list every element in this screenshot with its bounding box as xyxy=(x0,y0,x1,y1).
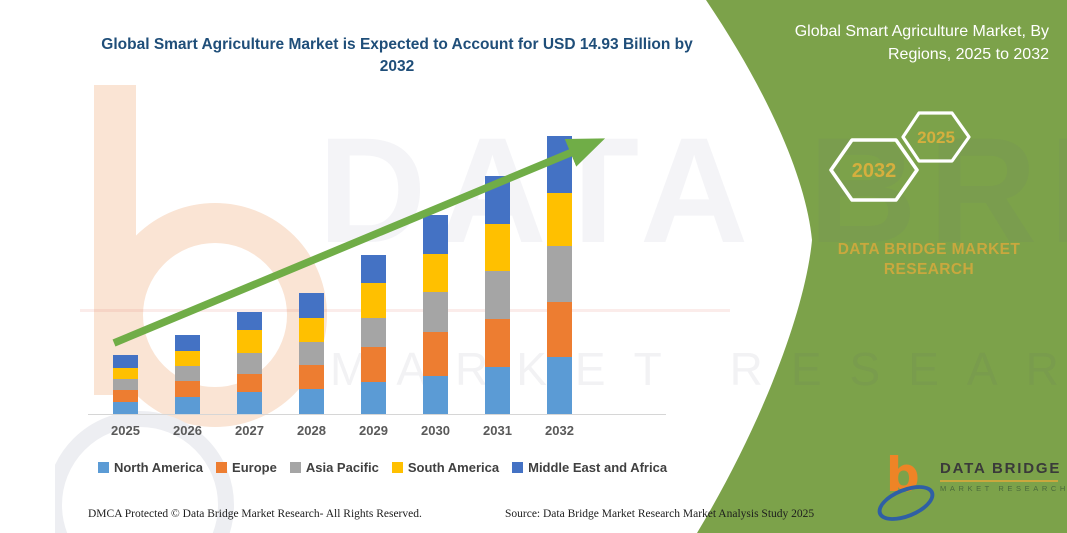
bar-segment-2028-north-america xyxy=(299,389,324,414)
bar-segment-2031-north-america xyxy=(485,366,510,414)
legend-label: Europe xyxy=(232,460,277,475)
bar-segment-2025-asia-pacific xyxy=(113,379,138,390)
chart-title: Global Smart Agriculture Market is Expec… xyxy=(101,36,693,75)
x-axis-label-2029: 2029 xyxy=(359,423,388,438)
bar-segment-2031-europe xyxy=(485,318,510,367)
bar-segment-2030-north-america xyxy=(423,375,448,414)
side-panel-green-area xyxy=(697,0,1067,533)
stacked-bar-2030 xyxy=(423,214,448,414)
bar-segment-2029-europe xyxy=(361,347,386,383)
bar-segment-2029-north-america xyxy=(361,382,386,414)
bar-segment-2027-europe xyxy=(237,374,262,393)
x-axis-label-2030: 2030 xyxy=(421,423,450,438)
bar-segment-2032-north-america xyxy=(547,357,572,414)
bar-segment-2030-europe xyxy=(423,331,448,376)
bar-segment-2027-asia-pacific xyxy=(237,353,262,375)
legend-label: Asia Pacific xyxy=(305,460,379,475)
bar-segment-2029-middle-east-and-africa xyxy=(361,254,386,284)
bar-segment-2032-europe xyxy=(547,302,572,358)
bar-segment-2026-middle-east-and-africa xyxy=(175,334,200,351)
bar-segment-2031-south-america xyxy=(485,223,510,271)
bar-segment-2025-europe xyxy=(113,389,138,402)
bar-segment-2030-south-america xyxy=(423,253,448,293)
legend-item-north-america: North America xyxy=(97,460,204,475)
bar-segment-2026-europe xyxy=(175,380,200,398)
hexagon-2025-label: 2025 xyxy=(917,128,955,147)
stacked-bar-2027 xyxy=(237,312,262,414)
bar-segment-2029-asia-pacific xyxy=(361,318,386,348)
stacked-bar-2028 xyxy=(299,293,324,414)
bar-segment-2026-south-america xyxy=(175,350,200,367)
bar-segment-2028-middle-east-and-africa xyxy=(299,293,324,319)
bar-segment-2032-asia-pacific xyxy=(547,245,572,303)
bar-segment-2027-north-america xyxy=(237,392,262,414)
x-axis-label-2031: 2031 xyxy=(483,423,512,438)
legend-marker-icon xyxy=(391,462,403,473)
bar-segment-2027-middle-east-and-africa xyxy=(237,312,262,330)
x-axis-label-2027: 2027 xyxy=(235,423,264,438)
brand-wordmark: DATA BRIDGE MARKET RESEARCH xyxy=(837,241,1021,278)
legend-marker-icon xyxy=(216,462,228,473)
legend-item-middle-east-and-africa: Middle East and Africa xyxy=(512,460,667,475)
footer-source: Source: Data Bridge Market Research Mark… xyxy=(505,508,815,520)
bar-segment-2030-asia-pacific xyxy=(423,292,448,332)
bar-segment-2032-south-america xyxy=(547,193,572,246)
legend-marker-icon xyxy=(512,462,524,473)
hexagon-2032-label: 2032 xyxy=(852,160,897,182)
legend-item-asia-pacific: Asia Pacific xyxy=(289,460,379,475)
logo-text-block: DATA BRIDGE MARKET RESEARCH xyxy=(940,460,1067,493)
legend-label: North America xyxy=(113,460,204,475)
year-hexagons: 2032 2025 xyxy=(829,111,971,202)
bar-segment-2029-south-america xyxy=(361,283,386,319)
bar-segment-2032-middle-east-and-africa xyxy=(547,135,572,194)
bar-segment-2025-north-america xyxy=(113,401,138,414)
legend-label: Middle East and Africa xyxy=(528,460,668,475)
plot-area: 2025 2026 2027 2028 2029 2030 2031 2032 xyxy=(0,120,700,438)
bar-segment-2031-asia-pacific xyxy=(485,270,510,319)
x-axis-label-2028: 2028 xyxy=(297,423,326,438)
bar-segment-2027-south-america xyxy=(237,329,262,354)
bar-segment-2025-south-america xyxy=(113,367,138,380)
stacked-bar-2026 xyxy=(175,334,200,414)
legend-item-south-america: South America xyxy=(391,460,500,475)
hexagon-2025 xyxy=(901,111,971,163)
stacked-bar-2031 xyxy=(485,175,510,414)
logo-brand-name: DATA BRIDGE xyxy=(940,460,1062,477)
hexagon-2032 xyxy=(829,138,919,202)
x-axis-line xyxy=(88,414,666,415)
logo-gold-rule xyxy=(940,480,1058,482)
bar-segment-2026-asia-pacific xyxy=(175,366,200,381)
bar-segment-2028-asia-pacific xyxy=(299,342,324,365)
logo-tagline: MARKET RESEARCH xyxy=(940,484,1067,493)
x-axis-label-2026: 2026 xyxy=(173,423,202,438)
legend-marker-icon xyxy=(289,462,301,473)
bar-segment-2028-south-america xyxy=(299,318,324,343)
stacked-bar-2025 xyxy=(113,354,138,414)
footer-copyright: DMCA Protected © Data Bridge Market Rese… xyxy=(88,508,422,520)
bar-segment-2028-europe xyxy=(299,365,324,390)
x-axis-label-2025: 2025 xyxy=(111,423,140,438)
data-bridge-logo: b DATA BRIDGE MARKET RESEARCH xyxy=(872,448,1067,529)
legend-marker-icon xyxy=(97,462,109,473)
bar-segment-2031-middle-east-and-africa xyxy=(485,175,510,224)
stacked-bar-2029 xyxy=(361,254,386,414)
watermark-swoosh-circle xyxy=(55,411,234,533)
bar-segment-2030-middle-east-and-africa xyxy=(423,214,448,254)
chart-legend: North America Europe Asia Pacific South Ame… xyxy=(85,460,680,475)
legend-label: South America xyxy=(407,460,500,475)
bar-segment-2025-middle-east-and-africa xyxy=(113,354,138,368)
x-axis-label-2032: 2032 xyxy=(545,423,574,438)
logo-b-icon: b xyxy=(886,448,920,503)
stacked-bar-2032 xyxy=(547,135,572,414)
legend-item-europe: Europe xyxy=(216,460,277,475)
bar-segment-2026-north-america xyxy=(175,397,200,414)
side-panel-heading: Global Smart Agriculture Market, By Regi… xyxy=(794,23,1049,63)
